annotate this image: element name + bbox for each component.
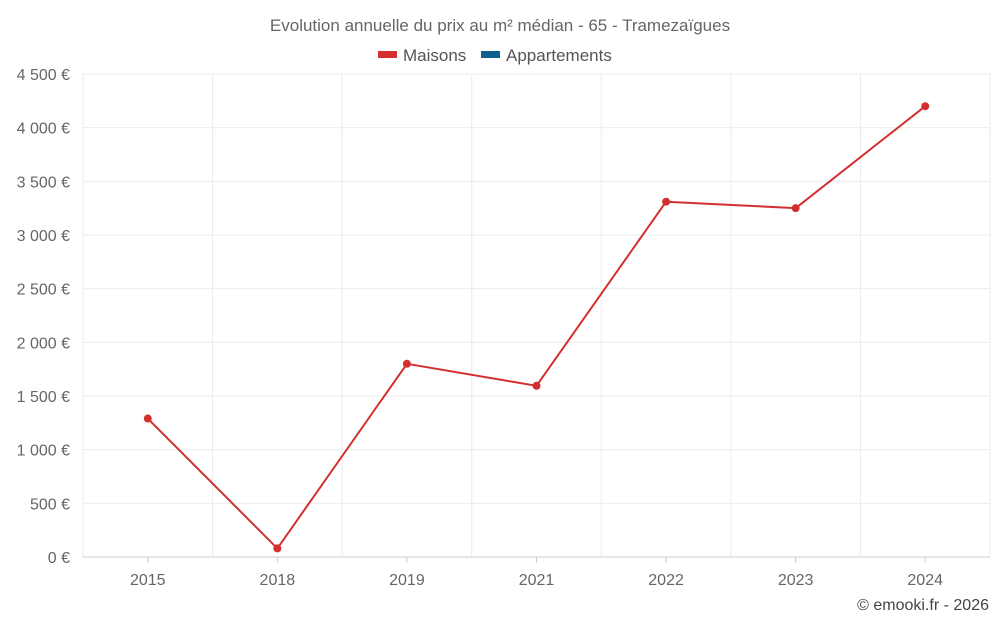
chart-title: Evolution annuelle du prix au m² médian …: [270, 16, 730, 35]
legend-label-appartements: Appartements: [506, 46, 612, 65]
x-axis: 2015 2018 2019 2021 2022 2023 2024: [83, 556, 990, 589]
x-tick-label: 2022: [648, 572, 684, 589]
data-point-maisons-2023[interactable]: [791, 204, 800, 213]
x-tick-label: 2023: [778, 572, 814, 589]
data-point-maisons-2022[interactable]: [662, 197, 671, 206]
legend-item-maisons[interactable]: Maisons: [378, 46, 466, 65]
data-point-maisons-2019[interactable]: [402, 359, 411, 368]
data-point-maisons-2015[interactable]: [143, 414, 152, 423]
legend-swatch-maisons: [378, 51, 397, 58]
legend-item-appartements[interactable]: Appartements: [481, 46, 612, 65]
x-tick-label: 2018: [260, 572, 296, 589]
series-maisons: [143, 102, 930, 553]
series-line-maisons: [147, 105, 926, 550]
y-tick-label: 2 000 €: [17, 335, 70, 352]
data-point-maisons-2021[interactable]: [532, 381, 541, 390]
legend-swatch-appartements: [481, 51, 500, 58]
y-tick-label: 4 500 €: [17, 67, 70, 84]
data-point-maisons-2024[interactable]: [921, 102, 930, 111]
x-tick-label: 2024: [907, 572, 943, 589]
x-tick-label: 2021: [519, 572, 555, 589]
legend: Maisons Appartements: [378, 46, 612, 65]
y-tick-label: 500 €: [30, 496, 70, 513]
legend-label-maisons: Maisons: [403, 46, 466, 65]
y-tick-label: 3 000 €: [17, 228, 70, 245]
y-axis: 0 € 500 € 1 000 € 1 500 € 2 000 € 2 500 € 3 00…: [17, 67, 70, 567]
y-tick-label: 2 500 €: [17, 282, 70, 299]
data-point-maisons-2018[interactable]: [273, 544, 282, 553]
x-tick-label: 2019: [389, 572, 425, 589]
y-tick-label: 4 000 €: [17, 121, 70, 138]
y-tick-label: 3 500 €: [17, 174, 70, 191]
x-tick-label: 2015: [130, 572, 166, 589]
y-tick-label: 0 €: [48, 550, 70, 567]
grid: [82, 73, 991, 557]
credit-text: © emooki.fr - 2026: [857, 597, 989, 614]
y-tick-label: 1 000 €: [17, 443, 70, 460]
y-tick-label: 1 500 €: [17, 389, 70, 406]
